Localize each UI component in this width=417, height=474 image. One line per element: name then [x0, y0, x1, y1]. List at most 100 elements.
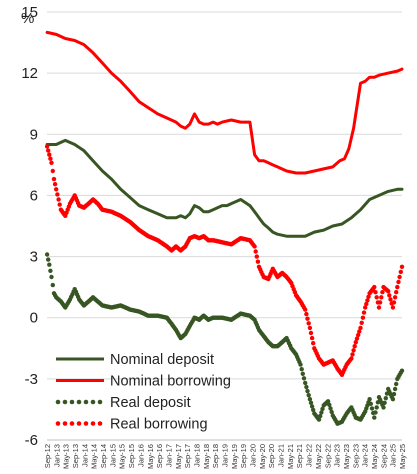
data-point	[395, 284, 400, 290]
data-point	[399, 264, 405, 269]
legend-item-nominal-borrowing: Nominal borrowing	[56, 374, 231, 390]
data-point	[44, 144, 50, 149]
x-tick-label: Jan-16	[136, 444, 145, 467]
data-point	[392, 295, 398, 300]
x-tick-label: Jan-20	[249, 444, 258, 467]
data-point	[47, 262, 52, 267]
data-point	[352, 344, 357, 349]
data-point	[381, 405, 386, 410]
data-point	[360, 315, 366, 320]
x-tick-label: Jan-18	[192, 444, 201, 467]
legend-dot	[76, 399, 82, 405]
legend-label: Nominal borrowing	[110, 374, 231, 390]
x-tick-label: May-13	[62, 444, 71, 469]
series-nominal-borrowing	[45, 30, 404, 175]
x-tick-label: May-17	[174, 444, 183, 469]
legend-dot	[97, 399, 103, 405]
data-point	[301, 376, 307, 381]
data-point	[306, 393, 311, 398]
data-point	[252, 244, 257, 249]
data-point	[397, 274, 402, 280]
x-tick-label: Jan-24	[361, 444, 370, 467]
x-tick-label: May-25	[398, 444, 407, 469]
data-point	[396, 279, 401, 285]
data-point	[392, 386, 398, 392]
data-point	[377, 300, 383, 305]
data-point	[368, 401, 373, 406]
x-tick-label: Sep-14	[99, 444, 108, 468]
gridlines	[47, 11, 402, 441]
legend-dot	[62, 421, 68, 426]
x-tick-label: Sep-15	[127, 444, 136, 468]
legend-dot	[83, 421, 89, 426]
data-point	[388, 297, 393, 302]
data-point	[56, 197, 61, 202]
legend-dot	[55, 399, 61, 405]
data-point	[382, 400, 387, 405]
data-point	[361, 310, 367, 315]
data-point	[48, 268, 53, 273]
data-point	[379, 295, 384, 300]
data-point	[373, 290, 378, 295]
x-tick-label: Jan-23	[333, 444, 342, 467]
legend-item-nominal-deposit: Nominal deposit	[56, 352, 214, 368]
data-point	[359, 320, 364, 325]
data-point	[255, 259, 261, 264]
data-point	[52, 182, 58, 187]
data-point	[304, 384, 309, 390]
legend-dot	[62, 399, 68, 405]
data-point	[351, 348, 356, 353]
x-axis-ticks: Sep-12 Jan-13 May-13 Sep-13 Jan-14 May-14 Sep-…	[43, 444, 407, 469]
data-point	[357, 329, 362, 334]
data-point	[399, 368, 405, 373]
x-tick-label: May-19	[230, 444, 239, 469]
data-point	[311, 407, 316, 413]
data-point	[51, 176, 57, 182]
data-point	[325, 399, 331, 404]
x-tick-label: Jan-21	[277, 444, 286, 467]
data-point	[306, 321, 311, 326]
x-tick-label: Jan-25	[389, 444, 398, 467]
data-point	[367, 397, 372, 402]
data-point	[366, 294, 371, 299]
x-tick-label: May-22	[314, 444, 323, 469]
y-axis-ticks: -6 -3 0 3 6 9 12 15	[21, 4, 38, 449]
data-point	[365, 298, 370, 303]
data-point	[50, 282, 55, 288]
data-point	[55, 192, 60, 197]
y-tick-label: -6	[25, 432, 38, 449]
legend-label: Real deposit	[110, 395, 191, 411]
data-point	[369, 406, 375, 411]
x-tick-label: Sep-24	[379, 444, 388, 468]
x-tick-label: May-24	[370, 444, 379, 469]
data-point	[363, 305, 368, 310]
x-tick-label: Jan-15	[108, 444, 117, 467]
x-tick-label: Jan-14	[80, 444, 89, 467]
data-point	[318, 413, 323, 419]
legend: Nominal deposit Nominal borrowing Real dep…	[55, 352, 231, 433]
x-tick-label: May-15	[118, 444, 127, 469]
data-point	[391, 391, 397, 397]
data-point	[48, 156, 53, 161]
y-tick-label: 6	[30, 187, 38, 204]
data-point	[307, 397, 313, 402]
series-real-deposit	[44, 252, 405, 426]
data-point	[304, 311, 309, 317]
data-point	[54, 187, 59, 192]
legend-dot	[90, 421, 96, 426]
y-tick-label: 9	[30, 126, 38, 143]
data-point	[329, 409, 334, 415]
legend-dot	[69, 421, 75, 426]
data-point	[320, 406, 325, 412]
x-tick-label: Sep-23	[351, 444, 360, 468]
legend-item-real-borrowing: Real borrowing	[55, 417, 208, 433]
y-tick-label: 0	[30, 310, 38, 327]
x-tick-label: Sep-17	[183, 444, 192, 468]
data-point	[391, 300, 397, 305]
data-point	[350, 352, 355, 357]
legend-swatch	[55, 399, 103, 405]
legend-dot	[76, 421, 82, 426]
legend-dot	[69, 399, 75, 405]
x-tick-label: May-16	[146, 444, 155, 469]
